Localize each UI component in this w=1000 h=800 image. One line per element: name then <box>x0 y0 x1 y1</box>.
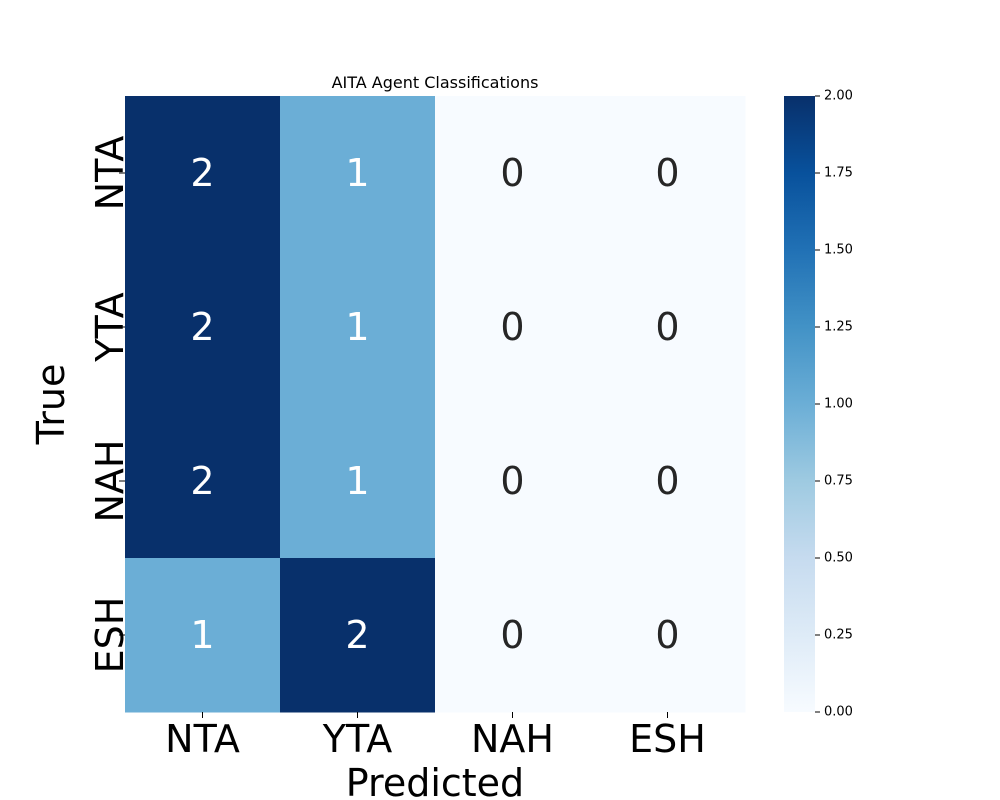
y-tick-label: YTA <box>88 292 132 362</box>
heatmap-cell-value: 1 <box>345 151 369 195</box>
heatmap-cell <box>280 558 436 713</box>
chart-title: AITA Agent Classifications <box>332 73 539 92</box>
heatmap-cell <box>435 404 591 559</box>
heatmap-cell <box>125 250 281 405</box>
heatmap-cell <box>590 404 746 559</box>
colorbar-tick-label: 2.00 <box>824 89 853 104</box>
colorbar <box>784 96 815 712</box>
heatmap-cell <box>280 96 436 251</box>
heatmap-cell <box>590 96 746 251</box>
colorbar-tick-label: 1.50 <box>824 243 853 258</box>
heatmap-cell-value: 2 <box>190 459 214 503</box>
x-tick-label: NAH <box>471 717 554 761</box>
heatmap-cell <box>435 558 591 713</box>
heatmap-cell-value: 0 <box>500 151 524 195</box>
colorbar-tick-label: 0.50 <box>824 551 853 566</box>
colorbar-tick-label: 1.75 <box>824 166 853 181</box>
heatmap-cell-value: 0 <box>655 305 679 349</box>
heatmap-cell-value: 1 <box>345 305 369 349</box>
colorbar-tick-label: 1.25 <box>824 320 853 335</box>
heatmap-cell-value: 0 <box>500 613 524 657</box>
y-tick-label: NTA <box>88 136 132 211</box>
heatmap-cell <box>280 250 436 405</box>
colorbar-tick-label: 0.25 <box>824 628 853 643</box>
colorbar-tick-label: 0.75 <box>824 474 853 489</box>
y-tick-label: ESH <box>88 597 132 674</box>
x-axis-ticks: NTA YTA NAH ESH <box>165 712 706 761</box>
x-tick-label: YTA <box>322 717 392 761</box>
heatmap-cell-value: 0 <box>655 613 679 657</box>
heatmap-cell <box>125 558 281 713</box>
heatmap-cell-value: 0 <box>500 459 524 503</box>
heatmap-cell-value: 2 <box>190 305 214 349</box>
x-tick-label: ESH <box>629 717 706 761</box>
heatmap-cell <box>435 250 591 405</box>
heatmap-cell <box>435 96 591 251</box>
heatmap-cell-value: 1 <box>190 613 214 657</box>
heatmap-cell-value: 0 <box>655 459 679 503</box>
heatmap-cell <box>280 404 436 559</box>
heatmap-cell <box>590 558 746 713</box>
heatmap-cells <box>125 96 746 713</box>
colorbar-tick-label: 1.00 <box>824 397 853 412</box>
heatmap-cell-value: 0 <box>500 305 524 349</box>
colorbar-ticks: 0.00 0.25 0.50 0.75 1.00 1.25 1.50 1.75 2.00 <box>815 89 853 720</box>
heatmap-cell-value: 2 <box>190 151 214 195</box>
heatmap-cell-labels: 2 1 0 0 2 1 0 0 2 1 0 0 1 2 0 0 <box>190 151 679 657</box>
x-axis-label: Predicted <box>346 761 524 800</box>
heatmap-cell <box>125 96 281 251</box>
heatmap-cell-value: 2 <box>345 613 369 657</box>
heatmap-cell <box>590 250 746 405</box>
heatmap-cell-value: 0 <box>655 151 679 195</box>
y-axis-label: True <box>29 364 73 446</box>
colorbar-tick-label: 0.00 <box>824 705 853 720</box>
heatmap-cell <box>125 404 281 559</box>
heatmap-cell-value: 1 <box>345 459 369 503</box>
y-axis-ticks: NTA YTA NAH ESH <box>88 136 132 674</box>
y-tick-label: NAH <box>88 440 132 523</box>
x-tick-label: NTA <box>165 717 240 761</box>
